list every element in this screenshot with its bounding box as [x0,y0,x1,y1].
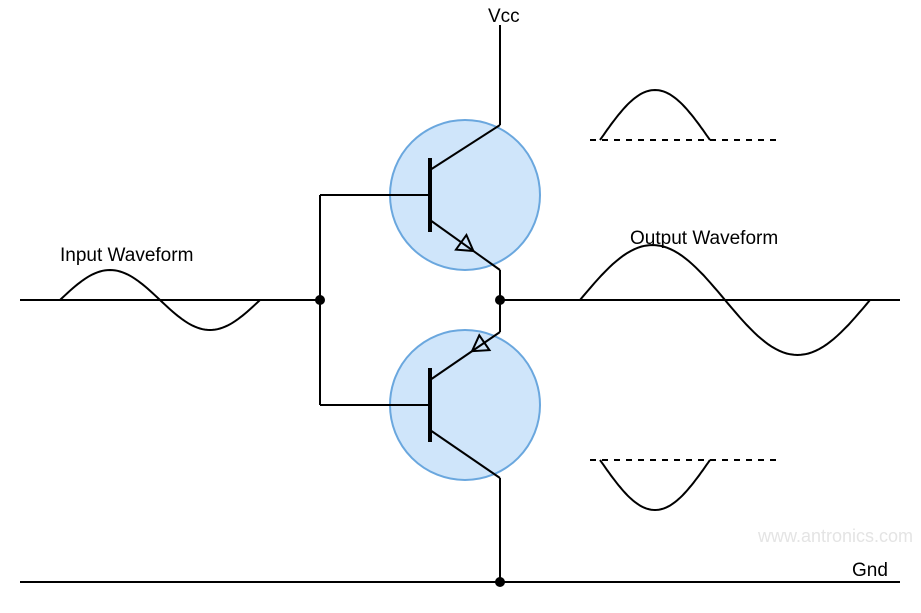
label-gnd: Gnd [852,560,888,582]
label-input: Input Waveform [60,245,193,267]
pushpull-amplifier-diagram [0,0,921,613]
watermark: www.antronics.com [758,526,913,547]
label-vcc: Vcc [488,6,520,28]
label-output: Output Waveform [630,228,778,250]
